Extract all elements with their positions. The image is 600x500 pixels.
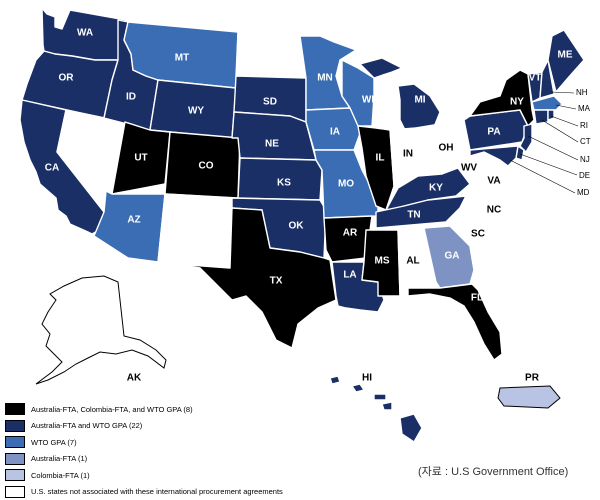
label-NE: NE bbox=[265, 139, 279, 150]
label-IA: IA bbox=[330, 127, 340, 138]
legend-label: Colombia-FTA (1) bbox=[31, 471, 90, 480]
legend-item-aus-wto: Australia-FTA and WTO GPA (22) bbox=[5, 418, 305, 435]
label-CT: CT bbox=[580, 137, 591, 146]
legend-item-wto: WTO GPA (7) bbox=[5, 434, 305, 451]
state-CT[interactable] bbox=[534, 110, 548, 124]
label-NV: NV bbox=[85, 141, 99, 152]
label-KY: KY bbox=[429, 183, 443, 194]
label-RI: RI bbox=[580, 121, 588, 130]
label-OH: OH bbox=[439, 143, 454, 154]
label-LA: LA bbox=[343, 270, 356, 281]
legend-label: WTO GPA (7) bbox=[31, 438, 77, 447]
legend-swatch bbox=[5, 453, 25, 465]
legend-swatch bbox=[5, 486, 25, 498]
label-MT: MT bbox=[175, 53, 189, 64]
label-SD: SD bbox=[263, 97, 277, 108]
label-TX: TX bbox=[270, 276, 283, 287]
legend-label: Australia-FTA (1) bbox=[31, 454, 87, 463]
label-OR: OR bbox=[59, 73, 75, 84]
label-TN: TN bbox=[407, 210, 420, 221]
legend-label: Australia-FTA, Colombia-FTA, and WTO GPA… bbox=[31, 405, 193, 414]
label-DE: DE bbox=[579, 171, 590, 180]
label-MO: MO bbox=[338, 179, 354, 190]
label-AL: AL bbox=[406, 256, 419, 267]
legend-item-aus: Australia-FTA (1) bbox=[5, 451, 305, 468]
label-MD: MD bbox=[577, 188, 590, 197]
label-OK: OK bbox=[289, 221, 305, 232]
label-NY: NY bbox=[510, 97, 524, 108]
label-WA: WA bbox=[77, 28, 93, 39]
label-NJ: NJ bbox=[580, 155, 590, 164]
label-NH: NH bbox=[576, 88, 588, 97]
legend-swatch bbox=[5, 403, 25, 415]
label-ID: ID bbox=[126, 92, 136, 103]
label-AR: AR bbox=[343, 228, 358, 239]
state-AZ[interactable] bbox=[94, 191, 165, 262]
state-RI[interactable] bbox=[548, 110, 554, 120]
label-IL: IL bbox=[376, 153, 385, 164]
label-IN: IN bbox=[403, 149, 413, 160]
label-MI: MI bbox=[414, 95, 425, 106]
state-PR[interactable] bbox=[498, 386, 560, 408]
state-FL[interactable] bbox=[408, 284, 502, 360]
label-NM: NM bbox=[190, 227, 206, 238]
label-SC: SC bbox=[471, 229, 485, 240]
label-HI: HI bbox=[362, 373, 372, 384]
label-ME: ME bbox=[558, 50, 573, 61]
label-ND: ND bbox=[263, 53, 277, 64]
label-AK: AK bbox=[127, 373, 142, 384]
label-KS: KS bbox=[277, 178, 291, 189]
legend-swatch bbox=[5, 469, 25, 481]
label-WY: WY bbox=[188, 106, 204, 117]
legend: Australia-FTA, Colombia-FTA, and WTO GPA… bbox=[5, 401, 305, 500]
label-VA: VA bbox=[487, 176, 500, 187]
state-AK[interactable] bbox=[36, 276, 166, 384]
legend-label: Australia-FTA and WTO GPA (22) bbox=[31, 421, 142, 430]
state-HI[interactable] bbox=[330, 376, 422, 442]
legend-swatch bbox=[5, 420, 25, 432]
label-PA: PA bbox=[487, 127, 500, 138]
label-PR: PR bbox=[525, 373, 540, 384]
state-ME[interactable] bbox=[548, 30, 584, 92]
label-CA: CA bbox=[45, 163, 59, 174]
legend-swatch bbox=[5, 436, 25, 448]
legend-item-col: Colombia-FTA (1) bbox=[5, 467, 305, 484]
label-FL: FL bbox=[471, 293, 483, 304]
legend-item-all: Australia-FTA, Colombia-FTA, and WTO GPA… bbox=[5, 401, 305, 418]
label-AZ: AZ bbox=[127, 215, 140, 226]
legend-item-none: U.S. states not associated with these in… bbox=[5, 484, 305, 500]
label-MA: MA bbox=[578, 104, 591, 113]
label-WV: WV bbox=[461, 163, 477, 174]
label-MS: MS bbox=[375, 256, 390, 267]
label-WI: WI bbox=[362, 95, 374, 106]
label-UT: UT bbox=[134, 153, 147, 164]
source-note: (자료 : U.S Government Office) bbox=[418, 463, 568, 479]
label-NC: NC bbox=[487, 205, 501, 216]
label-GA: GA bbox=[445, 251, 460, 262]
label-MN: MN bbox=[317, 73, 333, 84]
label-VT: VT bbox=[529, 73, 542, 84]
label-CO: CO bbox=[199, 161, 214, 172]
